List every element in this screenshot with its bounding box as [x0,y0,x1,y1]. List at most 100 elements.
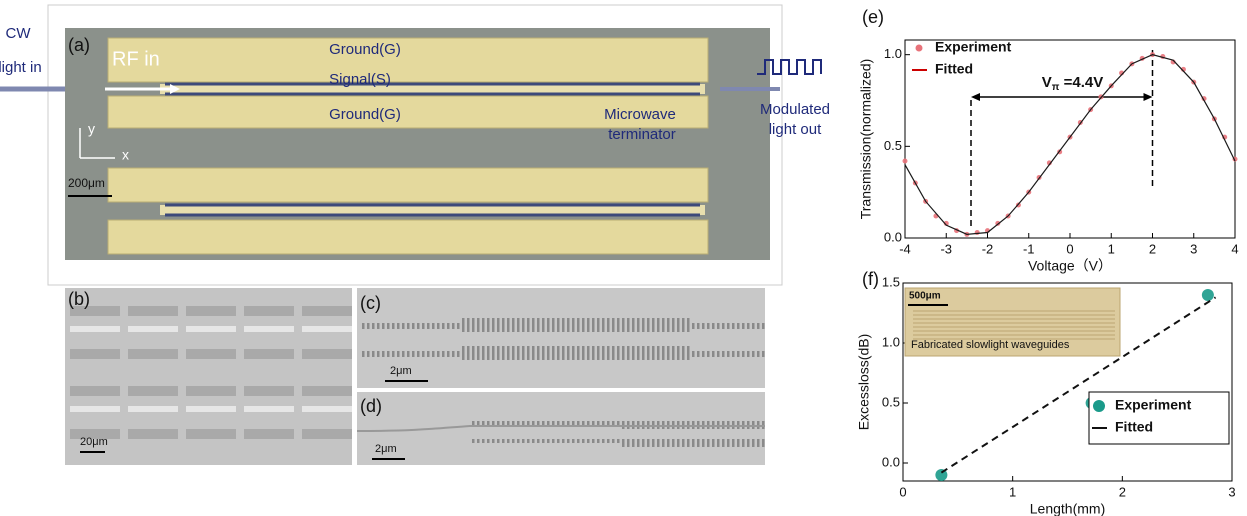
rib [487,439,490,443]
rib [722,323,725,329]
rib [582,346,585,360]
rib [517,439,520,443]
rib [672,439,675,447]
rib [582,439,585,443]
rib [442,323,445,329]
rib [507,439,510,443]
annotation: Vπ =4.4V [1042,74,1103,93]
rib [547,439,550,443]
y-tick-label: 0.0 [884,229,902,244]
rib [547,318,550,332]
rib [452,351,455,357]
rib [457,351,460,357]
rib [612,439,615,443]
panel-label: (b) [68,289,90,309]
text: Signal(S) [329,71,391,88]
rib [587,421,590,425]
rib [477,439,480,443]
panel-label: (f) [862,269,879,289]
legend-swatch [1093,400,1105,412]
y-axis-label: Excessloss(dB) [856,334,872,430]
rib [712,323,715,329]
y-tick-label: 0.5 [882,394,900,409]
rib [128,429,178,439]
rib [577,439,580,443]
rib [70,326,120,332]
text: y [88,121,95,137]
rib [128,406,178,412]
rib [507,421,510,425]
rib [244,406,294,412]
rib [742,323,745,329]
rib [537,346,540,360]
rib [417,351,420,357]
rib [462,346,465,360]
rib [627,318,630,332]
rib [577,318,580,332]
rib [652,318,655,332]
rib [572,439,575,443]
text: x [122,147,129,163]
rib [472,439,475,443]
rib [432,351,435,357]
rib [687,346,690,360]
annotation-part: =4.4V [1059,74,1103,91]
rib [522,318,525,332]
rib [497,318,500,332]
rib [522,421,525,425]
rib [717,323,720,329]
rib [502,439,505,443]
rib [637,346,640,360]
x-tick-label: 2 [1149,241,1156,256]
legend-label: Fitted [1115,419,1153,435]
rib [632,346,635,360]
rib [752,439,755,447]
rib [542,346,545,360]
rib [582,318,585,332]
rib [437,351,440,357]
rib [697,323,700,329]
rib [492,421,495,425]
rib [557,346,560,360]
x-tick-label: 1 [1009,484,1016,499]
rib [642,318,645,332]
rib [737,323,740,329]
rib [737,351,740,357]
rib [462,318,465,332]
rib [244,386,294,396]
rib [537,439,540,443]
rib [652,346,655,360]
rib [562,346,565,360]
rib [632,318,635,332]
rib [532,439,535,443]
rib [637,439,640,447]
rib [587,346,590,360]
rib [527,421,530,425]
rib [477,346,480,360]
rib [397,351,400,357]
rib [302,326,352,332]
annotation-arrow-head [1144,93,1153,101]
rib [512,318,515,332]
legend-swatch [916,45,923,52]
rib [707,323,710,329]
rib [128,349,178,359]
rib [662,346,665,360]
rib [702,351,705,357]
rib [667,439,670,447]
rib [552,421,555,425]
rib [447,351,450,357]
rib [572,318,575,332]
rib [587,318,590,332]
rib [717,351,720,357]
x-tick-label: -3 [940,241,952,256]
electrode [108,38,708,82]
rib [612,318,615,332]
inset-caption: Fabricated slowlight waveguides [911,339,1070,351]
rib [567,421,570,425]
text: Modulated [760,101,830,118]
rib [742,439,745,447]
data-point [1202,289,1214,301]
rib [527,318,530,332]
rib [502,346,505,360]
